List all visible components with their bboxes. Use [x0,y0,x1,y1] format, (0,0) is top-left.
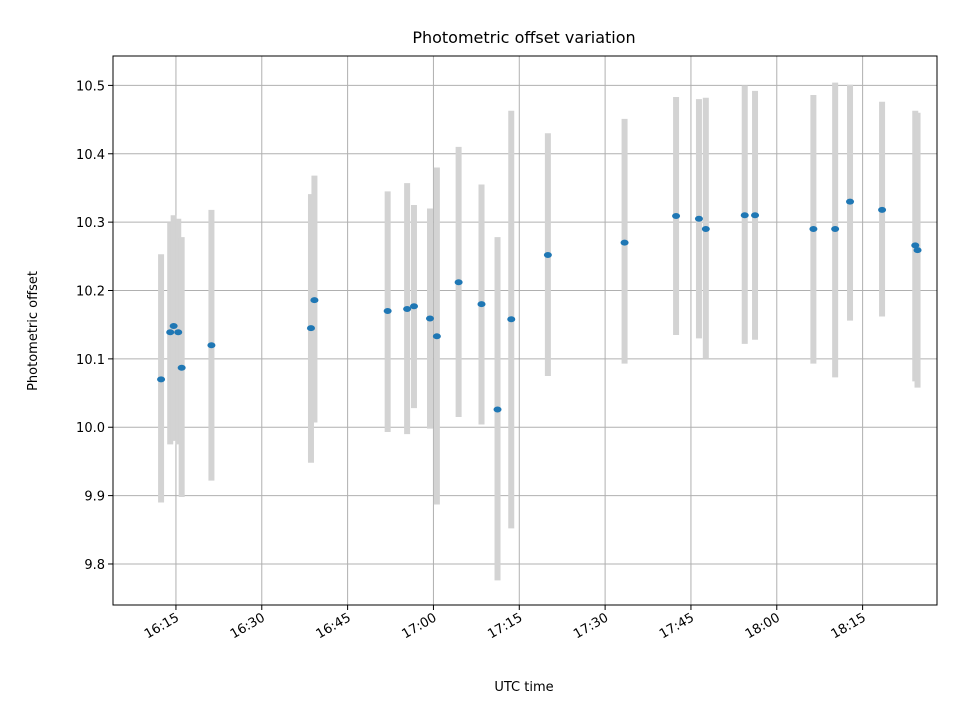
data-point [911,242,920,249]
data-point [701,225,710,232]
data-point [672,212,681,219]
data-point [310,297,319,304]
data-points [157,198,922,413]
x-tick-label: 17:00 [399,610,439,642]
x-tick-label: 16:45 [314,610,354,642]
data-point [454,279,463,286]
data-point [477,301,486,308]
data-point [878,206,887,213]
x-tick-label: 16:30 [228,610,268,642]
x-tick-label: 18:00 [743,610,783,642]
data-point [403,305,412,312]
y-tick-label: 10.2 [76,285,105,300]
x-axis-label: UTC time [494,680,553,695]
data-point [409,303,418,310]
data-point [177,364,186,371]
y-tick-label: 9.9 [84,490,105,505]
data-point [620,239,629,246]
y-tick-label: 10.0 [76,421,105,436]
data-point [166,329,175,336]
data-point [306,325,315,332]
data-point [831,225,840,232]
data-point [157,376,166,383]
data-point [432,333,441,340]
x-tick-label: 18:15 [829,610,869,642]
error-bars [158,82,921,581]
data-point [207,342,216,349]
y-tick-label: 10.1 [76,353,105,368]
chart-title: Photometric offset variation [412,28,635,47]
data-point [913,247,922,254]
data-point [426,315,435,322]
grid-lines [113,56,937,605]
plot-frame [112,55,938,606]
data-point [751,212,760,219]
data-point [694,215,703,222]
data-point [543,251,552,258]
data-point [493,406,502,413]
data-point [740,212,749,219]
data-point [169,323,178,330]
y-axis: 9.8 9.9 10.0 10.1 10.2 10.3 10.4 10.5 [76,79,113,573]
data-point [809,225,818,232]
y-tick-label: 10.5 [76,79,105,94]
data-point [383,308,392,315]
data-point [507,316,516,323]
x-tick-label: 17:15 [485,610,525,642]
x-tick-label: 17:45 [657,610,697,642]
y-tick-label: 10.3 [76,216,105,231]
x-tick-label: 16:15 [142,610,182,642]
y-tick-label: 9.8 [84,558,105,573]
x-tick-label: 17:30 [571,610,611,642]
data-point [846,198,855,205]
y-axis-label: Photometric offset [26,271,41,391]
x-axis: 16:15 16:30 16:45 17:00 17:15 17:30 17:45 18:00… [142,605,869,642]
y-tick-label: 10.4 [76,148,105,163]
data-point [174,329,183,336]
